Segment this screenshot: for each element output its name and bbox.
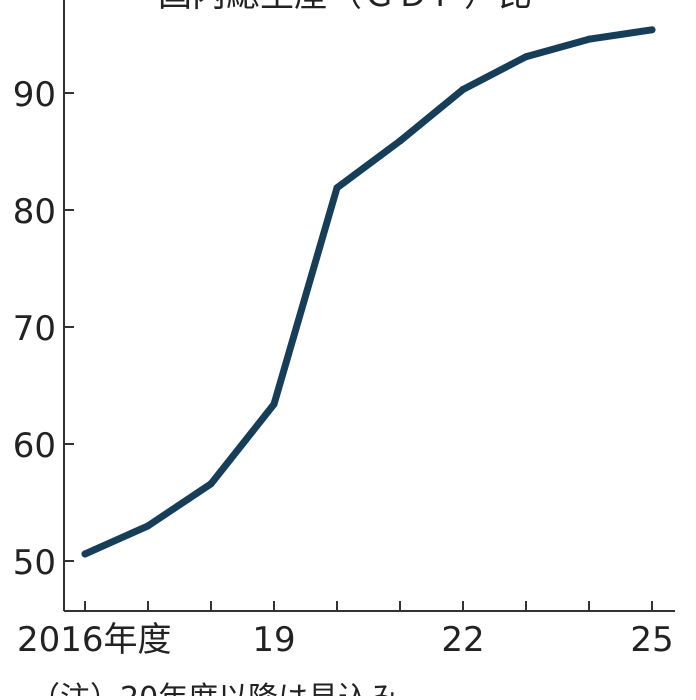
data-point <box>396 137 404 145</box>
data-point <box>522 53 530 61</box>
data-point <box>207 480 215 488</box>
x-tick-label: 22 <box>441 620 484 660</box>
y-tick-label: 70 <box>13 309 56 349</box>
y-tick-label: 90 <box>13 75 56 115</box>
chart-note: （注）20年度以降は見込み <box>30 681 398 696</box>
series-layer <box>81 26 656 558</box>
data-point <box>648 26 656 34</box>
x-tick-label: 25 <box>630 620 673 660</box>
series-line <box>81 26 656 558</box>
y-tick-label: 50 <box>13 543 56 583</box>
y-tick-label: 80 <box>13 192 56 232</box>
data-point <box>144 522 152 530</box>
x-tick-label: 19 <box>252 620 295 660</box>
y-tick-label: 60 <box>13 426 56 466</box>
data-point <box>585 35 593 43</box>
data-point <box>270 400 278 408</box>
y-axis-ticks: 50 60 70 80 90 <box>13 75 74 583</box>
x-tick-label: 2016年度 <box>17 620 172 660</box>
chart-title: 国内総生産（ＧＤＰ）比 <box>158 0 532 15</box>
data-point <box>333 184 341 192</box>
data-point <box>81 550 89 558</box>
data-point <box>459 85 467 93</box>
x-axis-ticks: 2016年度 19 22 25 <box>17 601 674 660</box>
